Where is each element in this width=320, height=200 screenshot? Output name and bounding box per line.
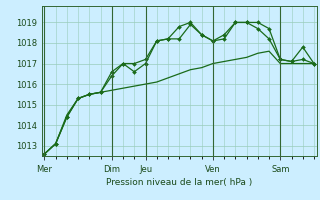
X-axis label: Pression niveau de la mer( hPa ): Pression niveau de la mer( hPa )	[106, 178, 252, 187]
